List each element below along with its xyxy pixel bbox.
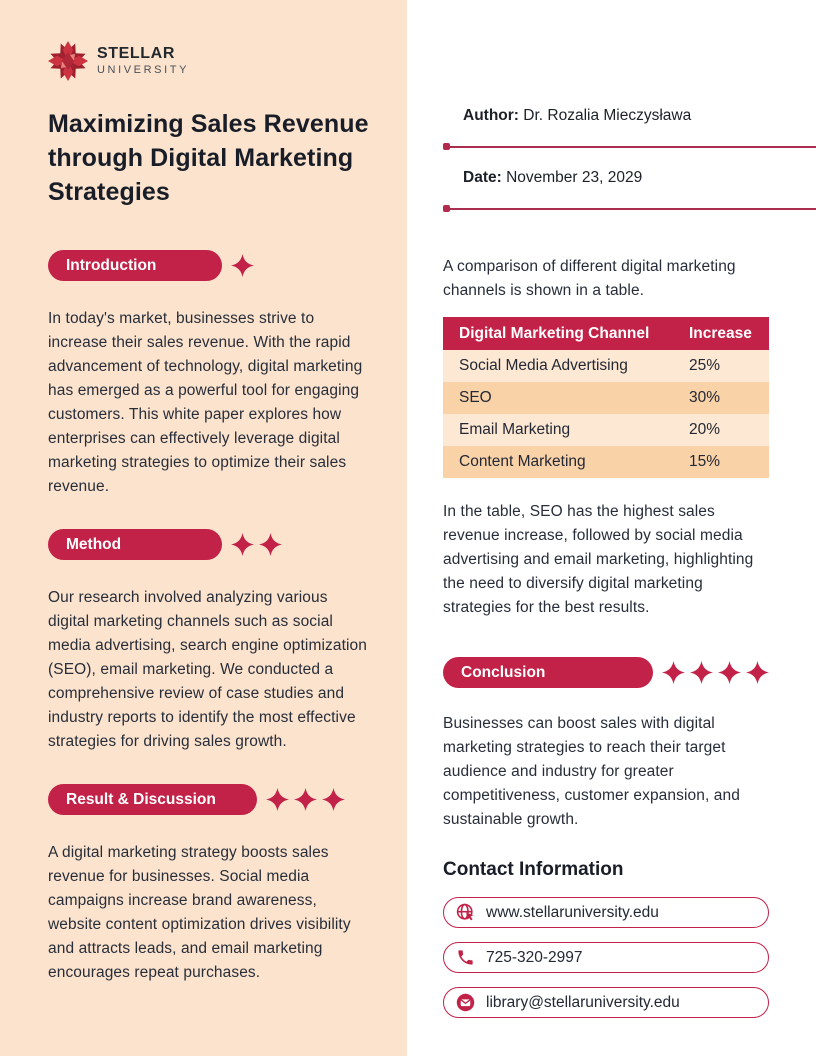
table-cell-channel: SEO [459, 389, 492, 406]
globe-cursor-icon [456, 903, 474, 921]
section-header-method: Method [48, 529, 370, 560]
author-row: Author: Dr. Rozalia Mieczysława [463, 104, 769, 128]
date-row: Date: November 23, 2029 [463, 166, 769, 190]
email-icon [456, 993, 475, 1012]
divider [443, 143, 816, 150]
sparkle-icon [231, 533, 254, 556]
contact-phone-value: 725-320-2997 [486, 948, 583, 966]
table-cell-increase: 20% [689, 421, 721, 438]
author-value: Dr. Rozalia Mieczysława [523, 107, 692, 124]
sparkle-group [231, 254, 254, 277]
date-value: November 23, 2029 [506, 169, 643, 186]
table-cell-channel: Email Marketing [459, 421, 571, 438]
divider-dot [443, 205, 450, 212]
sparkle-group [231, 533, 282, 556]
logo-text: STELLAR UNIVERSITY [97, 45, 189, 77]
divider-line [450, 145, 816, 148]
table-row: Content Marketing 15% [443, 446, 769, 478]
sparkle-icon [662, 661, 685, 684]
date-label: Date: [463, 169, 502, 186]
contact-list: www.stellaruniversity.edu 725-320-2997 l… [443, 897, 769, 1018]
method-paragraph: Our research involved analyzing various … [48, 589, 367, 750]
method-pill: Method [48, 529, 222, 560]
contact-email-pill[interactable]: library@stellaruniversity.edu [443, 987, 769, 1018]
left-column: STELLAR UNIVERSITY Maximizing Sales Reve… [0, 0, 407, 1056]
conclusion-pill: Conclusion [443, 657, 653, 688]
table-cell-increase: 30% [689, 389, 721, 406]
page-title: Maximizing Sales Revenue through Digital… [48, 110, 369, 206]
divider [443, 205, 816, 212]
phone-icon [458, 950, 473, 965]
contact-website-value: www.stellaruniversity.edu [486, 903, 659, 921]
section-header-result: Result & Discussion [48, 784, 370, 815]
contact-heading: Contact Information [443, 859, 624, 880]
university-logo: STELLAR UNIVERSITY [48, 40, 370, 82]
sparkle-icon [718, 661, 741, 684]
marketing-channels-table: Digital Marketing Channel Increase Socia… [443, 317, 769, 478]
table-header-row: Digital Marketing Channel Increase [443, 317, 769, 350]
table-header-increase: Increase [673, 317, 769, 350]
section-header-introduction: Introduction [48, 250, 370, 281]
table-cell-channel: Social Media Advertising [459, 357, 628, 374]
sparkle-icon [294, 788, 317, 811]
sparkle-icon [231, 254, 254, 277]
introduction-pill: Introduction [48, 250, 222, 281]
table-row: Social Media Advertising 25% [443, 350, 769, 382]
sparkle-icon [266, 788, 289, 811]
sparkle-group [266, 788, 345, 811]
section-header-conclusion: Conclusion [443, 657, 769, 688]
table-intro-paragraph: A comparison of different digital market… [443, 258, 736, 299]
sparkle-icon [690, 661, 713, 684]
conclusion-paragraph: Businesses can boost sales with digital … [443, 715, 740, 828]
divider-line [450, 207, 816, 210]
sparkle-group [662, 661, 769, 684]
table-followup-paragraph: In the table, SEO has the highest sales … [443, 503, 754, 616]
table-cell-increase: 15% [689, 453, 721, 470]
table-cell-channel: Content Marketing [459, 453, 586, 470]
result-pill: Result & Discussion [48, 784, 257, 815]
contact-email-value: library@stellaruniversity.edu [486, 993, 680, 1011]
sparkle-icon [746, 661, 769, 684]
right-column: Author: Dr. Rozalia Mieczysława Date: No… [407, 0, 816, 1056]
introduction-paragraph: In today's market, businesses strive to … [48, 310, 363, 495]
table-row: SEO 30% [443, 382, 769, 414]
logo-name-line1: STELLAR [97, 45, 175, 62]
contact-website-pill[interactable]: www.stellaruniversity.edu [443, 897, 769, 928]
author-label: Author: [463, 107, 519, 124]
table-header-channel: Digital Marketing Channel [443, 317, 673, 350]
stellar-star-logo-icon [48, 41, 88, 81]
table-row: Email Marketing 20% [443, 414, 769, 446]
sparkle-icon [322, 788, 345, 811]
result-paragraph: A digital marketing strategy boosts sale… [48, 844, 351, 981]
contact-phone-pill[interactable]: 725-320-2997 [443, 942, 769, 973]
sparkle-icon [259, 533, 282, 556]
logo-name-line2: UNIVERSITY [97, 64, 190, 76]
divider-dot [443, 143, 450, 150]
table-cell-increase: 25% [689, 357, 721, 374]
